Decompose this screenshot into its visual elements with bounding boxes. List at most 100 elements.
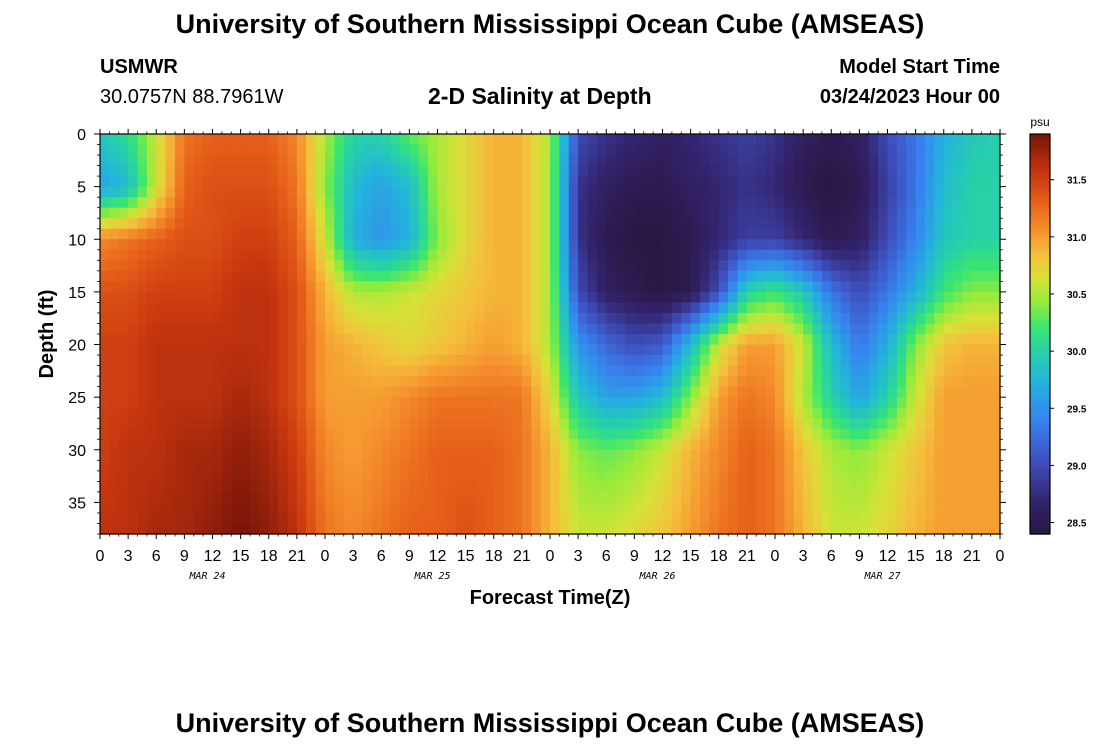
heatmap-cell <box>475 334 485 346</box>
heatmap-cell <box>296 418 307 430</box>
heatmap-cell <box>353 260 364 272</box>
heatmap-cell <box>259 428 270 440</box>
heatmap-cell <box>165 165 176 177</box>
heatmap-cell <box>250 249 260 261</box>
heatmap-cell <box>709 481 720 493</box>
heatmap-cell <box>784 176 795 188</box>
heatmap-cell <box>362 302 373 314</box>
heatmap-cell <box>278 134 289 146</box>
heatmap-cell <box>634 207 645 219</box>
heatmap-cell <box>165 449 176 461</box>
heatmap-cell <box>690 302 701 314</box>
heatmap-cell <box>175 439 185 451</box>
colorbar-segment <box>1030 351 1050 355</box>
heatmap-cell <box>409 449 420 461</box>
heatmap-cell <box>531 323 542 335</box>
x-tick-label: 18 <box>935 548 953 565</box>
colorbar-segment <box>1030 211 1050 215</box>
heatmap-cell <box>109 397 120 409</box>
heatmap-cell <box>990 470 1001 482</box>
heatmap-cell <box>465 460 476 472</box>
heatmap-cell <box>756 376 767 388</box>
heatmap-cell <box>409 376 420 388</box>
heatmap-cell <box>118 197 129 209</box>
heatmap-cell <box>287 249 298 261</box>
heatmap-cell <box>212 407 223 419</box>
page-title-repeat: University of Southern Mississippi Ocean… <box>175 708 925 738</box>
heatmap-cell <box>100 334 110 346</box>
heatmap-cell <box>943 376 954 388</box>
heatmap-cell <box>568 449 579 461</box>
heatmap-cell <box>681 165 692 177</box>
heatmap-cell <box>278 376 289 388</box>
heatmap-cell <box>484 355 495 367</box>
heatmap-cell <box>606 155 617 167</box>
heatmap-cell <box>915 418 926 430</box>
heatmap-cell <box>184 460 195 472</box>
colorbar-segment <box>1030 414 1050 418</box>
heatmap-cell <box>840 218 851 230</box>
heatmap-cell <box>193 355 204 367</box>
heatmap-cell <box>812 186 823 198</box>
heatmap-cell <box>634 165 645 177</box>
heatmap-cell <box>784 491 795 504</box>
heatmap-cell <box>493 302 504 314</box>
heatmap-cell <box>437 218 448 230</box>
heatmap-cell <box>559 144 570 156</box>
heatmap-cell <box>503 323 514 335</box>
heatmap-cell <box>400 449 410 461</box>
heatmap-cell <box>653 239 664 251</box>
heatmap-cell <box>859 207 870 219</box>
heatmap-cell <box>512 491 523 504</box>
heatmap-cell <box>325 197 335 209</box>
heatmap-cell <box>643 155 654 167</box>
heatmap-cell <box>953 165 964 177</box>
heatmap-cell <box>240 228 251 240</box>
heatmap-cell <box>793 397 804 409</box>
heatmap-cell <box>343 186 354 198</box>
heatmap-cell <box>615 155 626 167</box>
heatmap-cell <box>756 176 767 188</box>
colorbar-segment <box>1030 339 1050 344</box>
heatmap-cell <box>915 312 926 325</box>
heatmap-cell <box>193 207 204 219</box>
heatmap-cell <box>409 491 420 504</box>
heatmap-cell <box>981 491 992 504</box>
heatmap-cell <box>606 291 617 304</box>
heatmap-cell <box>821 186 832 198</box>
heatmap-cell <box>137 502 148 514</box>
heatmap-cell <box>334 239 345 251</box>
heatmap-cell <box>784 397 795 409</box>
heatmap-cell <box>896 376 907 388</box>
heatmap-cell <box>137 512 148 525</box>
heatmap-cell <box>831 523 842 535</box>
heatmap-cell <box>306 249 317 261</box>
heatmap-cell <box>784 281 795 293</box>
heatmap-cell <box>231 228 242 240</box>
heatmap-cell <box>925 428 935 440</box>
heatmap-cell <box>746 228 757 240</box>
heatmap-cell <box>109 355 120 367</box>
heatmap-cell <box>100 344 110 356</box>
heatmap-cell <box>606 165 617 177</box>
heatmap-cell <box>381 239 392 251</box>
heatmap-cell <box>540 334 551 346</box>
heatmap-cell <box>681 323 692 335</box>
heatmap-cell <box>109 365 120 377</box>
heatmap-cell <box>521 228 532 240</box>
heatmap-cell <box>606 218 617 230</box>
heatmap-cell <box>671 439 682 451</box>
heatmap-cell <box>540 418 551 430</box>
heatmap-cell <box>165 365 176 377</box>
heatmap-cell <box>381 312 392 325</box>
heatmap-cell <box>625 418 635 430</box>
colorbar-segment <box>1030 334 1050 338</box>
heatmap-cell <box>550 491 560 504</box>
heatmap-cell <box>278 228 289 240</box>
heatmap-cell <box>156 449 167 461</box>
heatmap-cell <box>540 176 551 188</box>
heatmap-cell <box>784 218 795 230</box>
heatmap-cell <box>662 355 673 367</box>
heatmap-cell <box>306 334 317 346</box>
heatmap-cell <box>765 281 776 293</box>
